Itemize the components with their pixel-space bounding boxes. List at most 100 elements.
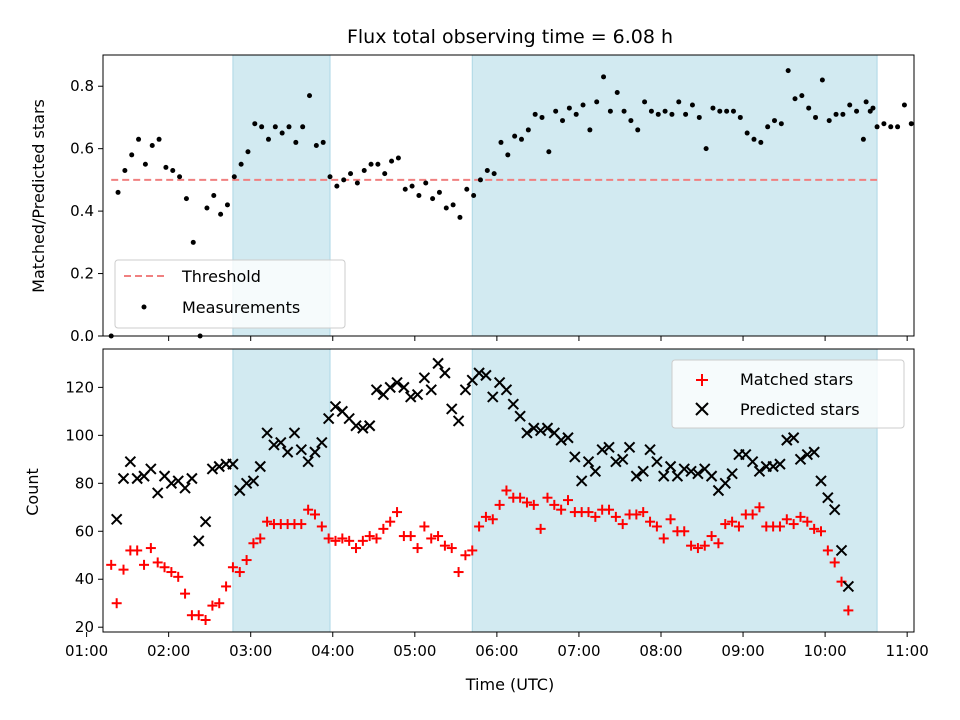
measurement-point: [717, 108, 723, 114]
measurement-point: [724, 108, 730, 114]
measurement-point: [792, 96, 798, 102]
bottom-shaded-interval: [232, 348, 331, 633]
matched-star-point: [515, 492, 526, 503]
predicted-star-point: [528, 422, 540, 434]
predicted-star-point: [521, 427, 533, 439]
predicted-star-point: [398, 381, 410, 394]
matched-star-point: [221, 581, 232, 592]
measurement-point: [826, 118, 832, 124]
predicted-star-point: [281, 446, 294, 458]
measurement-point: [819, 77, 825, 83]
measurement-point: [231, 174, 237, 180]
measurement-point: [580, 102, 586, 108]
measurement-point: [259, 124, 265, 130]
matched-star-point: [843, 605, 854, 616]
bottom-y-tick-label: 120: [65, 378, 94, 396]
predicted-star-point: [514, 410, 526, 422]
predicted-star-point: [815, 475, 827, 487]
predicted-star-point: [507, 398, 519, 410]
predicted-star-point: [350, 420, 362, 432]
matched-star-point: [487, 514, 498, 525]
measurement-point: [457, 214, 463, 220]
measurement-point: [689, 102, 695, 108]
matched-star-point: [713, 538, 724, 549]
predicted-star-point: [446, 403, 458, 415]
matched-star-point: [234, 567, 245, 578]
predicted-star-point: [357, 422, 369, 434]
measurement-point: [594, 99, 600, 105]
matched-star-point: [610, 511, 621, 522]
matched-star-point: [159, 562, 170, 573]
top-y-tick-label: 0.0: [70, 327, 94, 345]
predicted-star-point: [644, 444, 656, 456]
matched-star-point: [337, 533, 348, 544]
matched-star-point: [494, 499, 505, 510]
matched-star-point: [795, 511, 806, 522]
legend-measurements-swatch: [141, 304, 147, 310]
predicted-star-point: [541, 422, 554, 434]
top-legend-box: [114, 259, 346, 329]
matched-star-point: [330, 535, 341, 546]
measurement-point: [423, 180, 429, 186]
predicted-star-point: [193, 535, 205, 547]
matched-star-point: [480, 511, 491, 522]
measurement-point: [813, 114, 819, 120]
matched-star-point: [200, 615, 211, 626]
matched-star-point: [111, 598, 122, 609]
predicted-star-point: [651, 456, 663, 468]
predicted-star-point: [411, 388, 424, 401]
predicted-star-point: [452, 415, 465, 427]
top-panel: 0.00.20.40.60.8 Matched/Predicted stars …: [29, 54, 915, 345]
matched-star-point: [549, 499, 560, 510]
x-tick-label: 08:00: [639, 642, 682, 660]
matched-star-point: [426, 533, 437, 544]
predicted-star-point: [165, 477, 178, 490]
matched-star-point: [679, 526, 690, 537]
measurement-point: [614, 89, 620, 95]
predicted-star-point: [637, 465, 649, 478]
predicted-star-point: [603, 441, 615, 454]
matched-star-point: [248, 538, 259, 549]
matched-star-point: [106, 559, 117, 570]
matched-star-point: [774, 521, 785, 532]
matched-star-point: [809, 523, 820, 534]
matched-star-point: [699, 540, 710, 551]
predicted-star-point: [555, 434, 567, 446]
matched-star-point: [521, 497, 532, 508]
x-tick-label: 06:00: [475, 642, 518, 660]
matched-star-point: [364, 531, 375, 542]
predicted-star-point: [316, 436, 328, 449]
matched-star-point: [180, 588, 191, 599]
matched-star-point: [446, 543, 457, 554]
measurement-point: [238, 161, 244, 167]
matched-star-point: [405, 531, 416, 542]
measurement-point: [307, 93, 313, 99]
predicted-star-point: [726, 468, 738, 480]
measurement-point: [477, 177, 483, 183]
measurement-point: [279, 130, 285, 136]
measurement-point: [382, 171, 388, 177]
measurement-point: [313, 143, 319, 149]
matched-star-point: [727, 516, 738, 527]
matched-star-point: [474, 521, 485, 532]
predicted-star-point: [151, 487, 164, 499]
measurement-point: [286, 124, 292, 130]
measurement-point: [840, 111, 846, 117]
bottom-y-tick-label: 60: [75, 522, 94, 540]
matched-star-point: [829, 557, 840, 568]
measurement-point: [525, 127, 531, 133]
measurement-point: [833, 111, 839, 117]
matched-star-point: [227, 562, 238, 573]
measurement-point: [628, 118, 634, 124]
predicted-star-point: [432, 357, 444, 370]
matched-star-point: [816, 526, 827, 537]
predicted-star-point: [835, 544, 848, 557]
measurement-point: [553, 108, 559, 114]
measurement-point: [375, 161, 381, 167]
predicted-star-point: [418, 372, 431, 384]
measurement-point: [874, 124, 880, 130]
predicted-star-point: [569, 451, 581, 463]
measurement-point: [300, 124, 306, 130]
predicted-star-point: [658, 470, 670, 482]
matched-star-point: [255, 533, 266, 544]
